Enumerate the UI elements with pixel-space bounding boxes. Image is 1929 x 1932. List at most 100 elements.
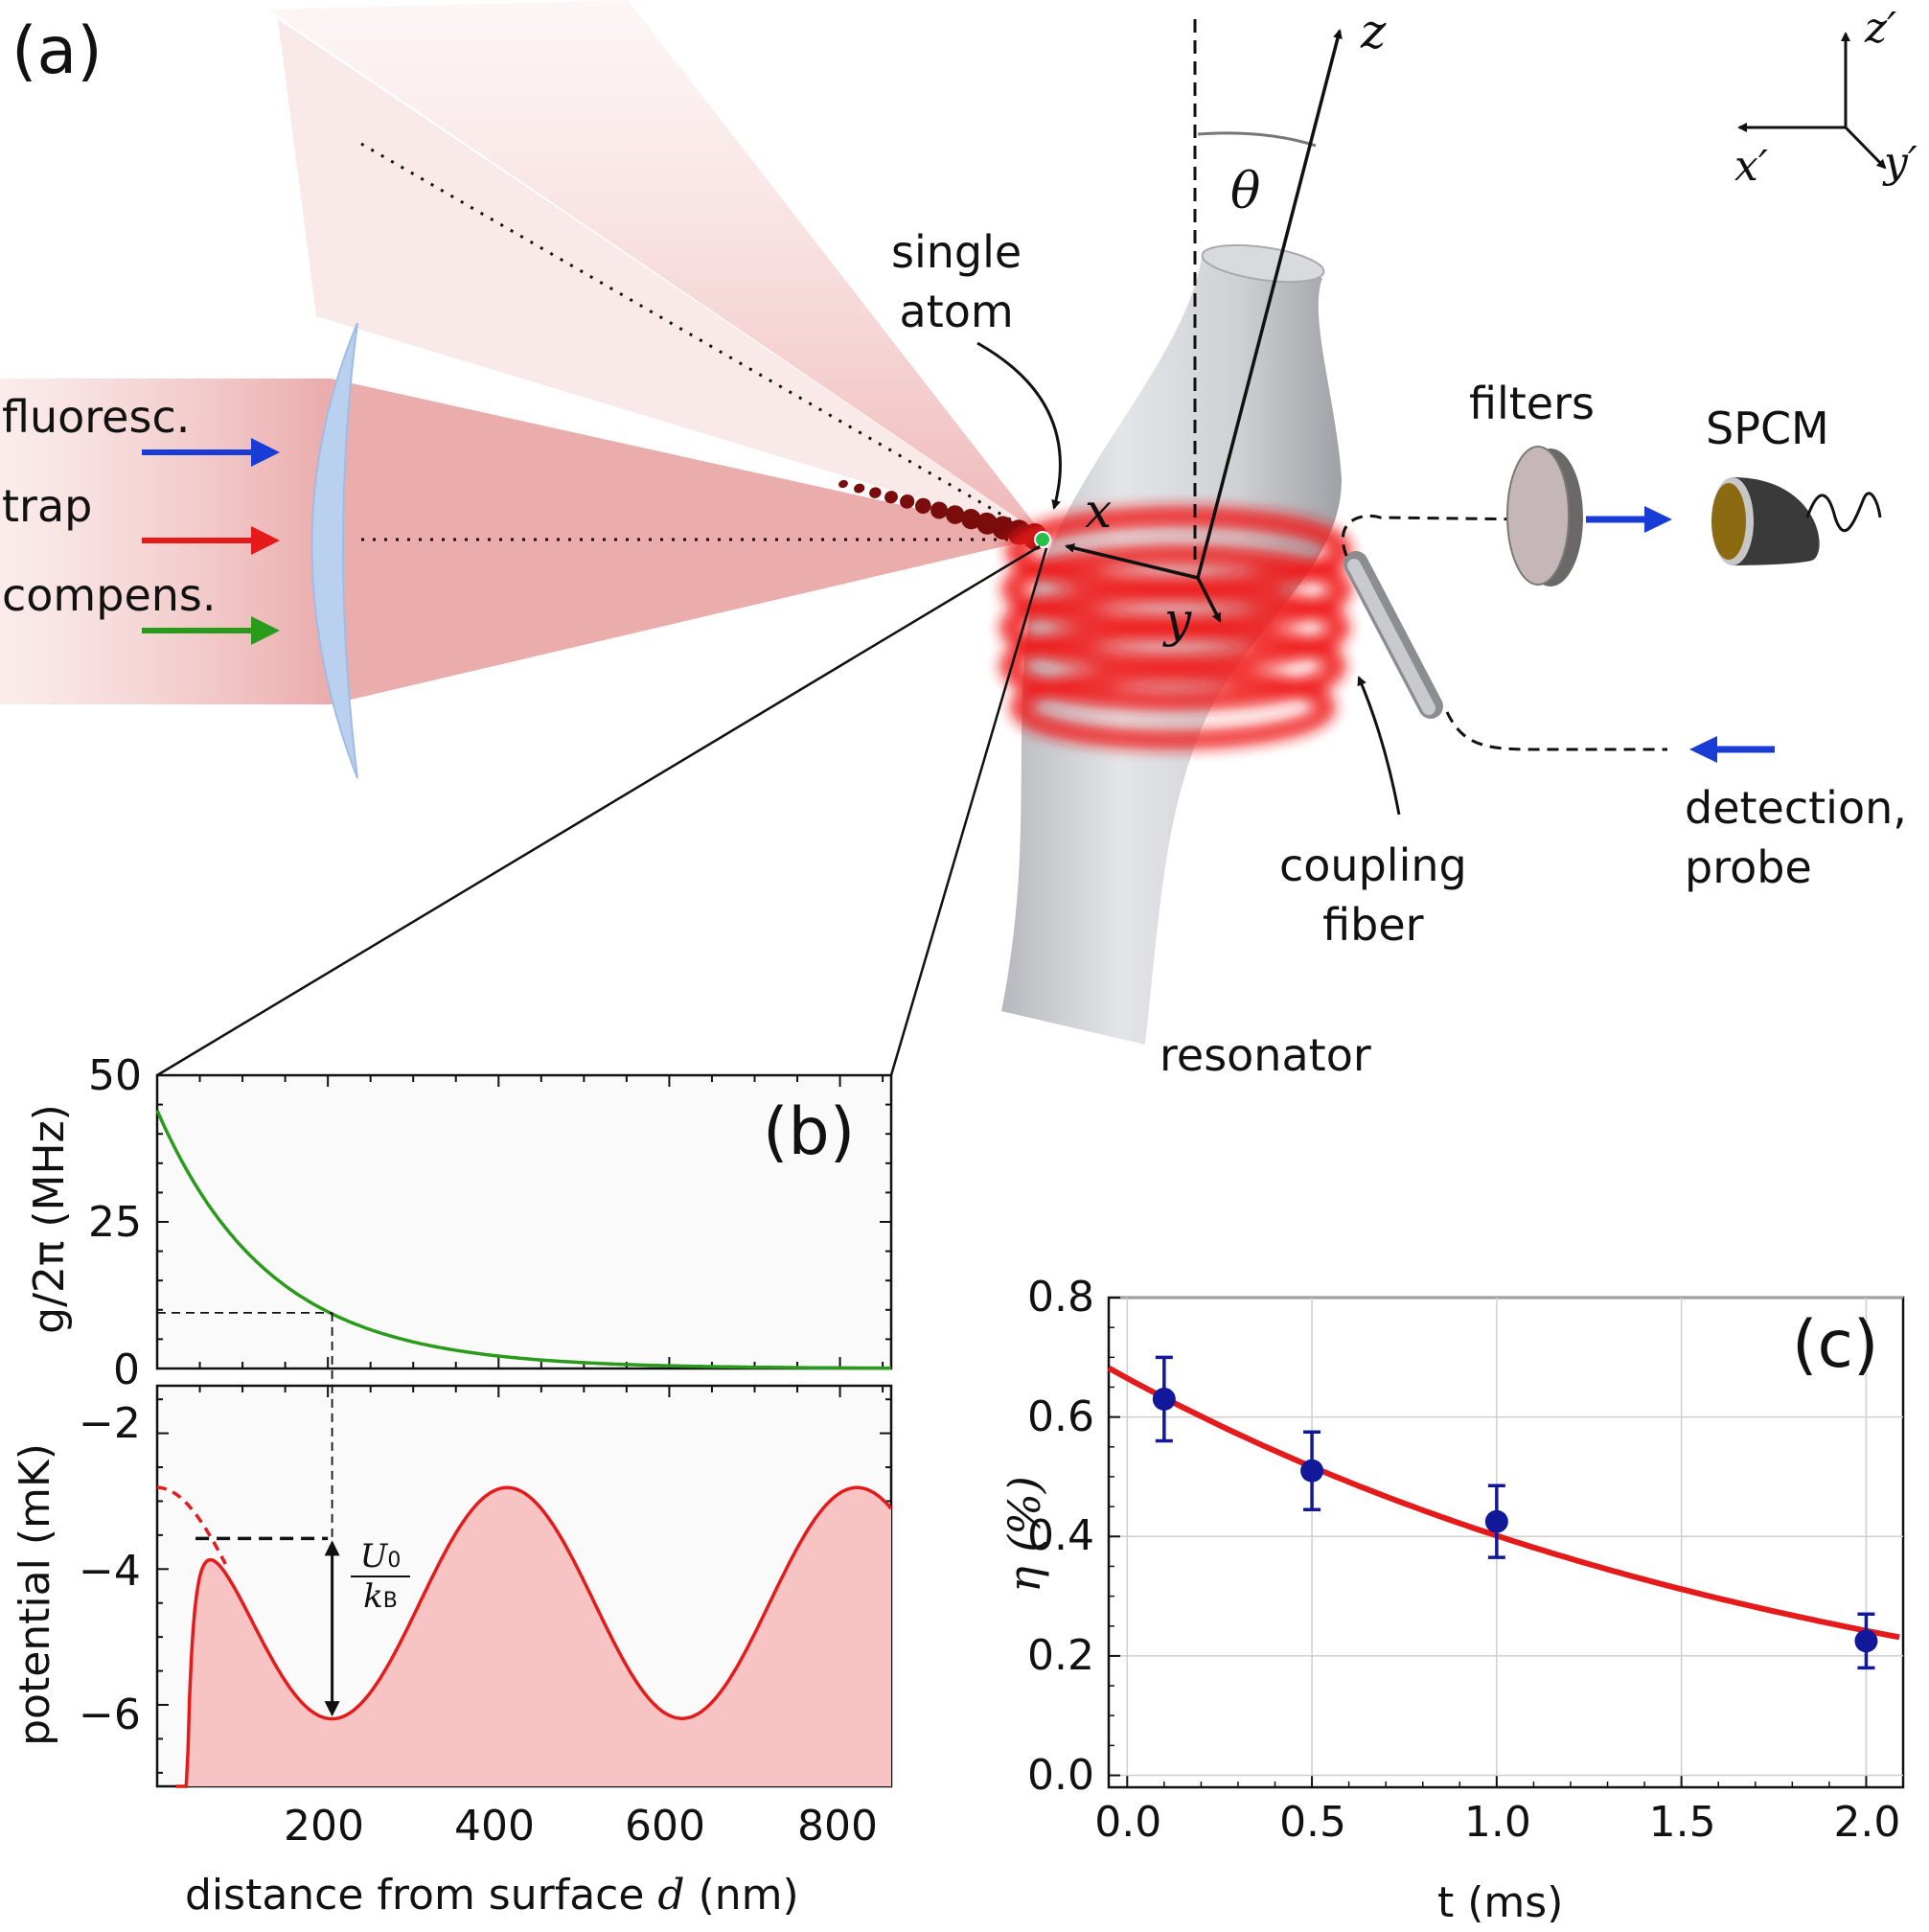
b-top-ylabel: g/2π (MHz) (25, 1104, 74, 1334)
y-axis-arrow (1196, 577, 1222, 623)
x-prime-label: x′ (1734, 142, 1768, 191)
lab-frame-axes (1737, 32, 1887, 170)
potential-fill (175, 1487, 892, 1786)
c-xtick: 1.5 (1648, 1798, 1716, 1847)
z-prime-label: z′ (1865, 4, 1897, 53)
lattice-site (900, 494, 915, 509)
fiber-output-dashed (1341, 514, 1534, 557)
spcm-label: SPCM (1706, 402, 1829, 454)
lattice-site (960, 509, 981, 530)
trap-label: trap (2, 480, 93, 532)
x-axis-label: x (1085, 483, 1113, 539)
panel-a-illustration (0, 0, 1887, 1077)
panel-a-label: (a) (11, 13, 103, 89)
c-data-point (1484, 1509, 1508, 1533)
b-bottom-ylabel: potential (mK) (11, 1443, 59, 1746)
fiber-input-dashed (1445, 711, 1667, 751)
c-xtick: 2.0 (1833, 1798, 1901, 1847)
focused-beam-cone (331, 379, 1045, 704)
trap-depth-annotation: U0 kB (347, 1540, 414, 1613)
lattice-site (838, 479, 848, 489)
detection-probe-label: detection, probe (1685, 782, 1907, 894)
b-xtick-200: 200 (284, 1802, 364, 1851)
panel-b-chart (155, 1073, 893, 1788)
b-xlabel-var: d (657, 1871, 685, 1920)
b-bottom-ytick-m2: −2 (79, 1399, 141, 1448)
kb-subscript: B (382, 1589, 398, 1613)
c-ytick: 0.8 (1027, 1273, 1094, 1322)
lattice-site (915, 497, 931, 515)
lattice-site (854, 483, 865, 494)
b-xtick-400: 400 (454, 1802, 535, 1851)
fluorescence-arrow (142, 438, 280, 467)
b-bottom-ytick-m4: −4 (79, 1547, 141, 1596)
c-ylabel: η (%) (999, 1476, 1050, 1593)
z-axis-label: z (1361, 4, 1387, 59)
lattice-site (884, 491, 898, 504)
trap-arrow (142, 526, 280, 555)
zoom-line-right (889, 547, 1048, 1076)
single-atom-pointer (976, 341, 1062, 510)
b-xlabel-prefix: distance from surface (185, 1871, 658, 1920)
b-xtick-800: 800 (797, 1802, 878, 1851)
b-xtick-600: 600 (625, 1802, 705, 1851)
filters-label: filters (1469, 378, 1595, 429)
compensation-label: compens. (2, 569, 217, 621)
potential-curve-dashed (157, 1485, 227, 1565)
y-axis-label: y (1164, 592, 1192, 648)
coupling-fiber-label: coupling fiber (1279, 840, 1467, 952)
c-xtick: 0.0 (1094, 1798, 1162, 1847)
theta-arc (1197, 131, 1317, 148)
fluorescence-label: fluoresc. (2, 391, 191, 443)
signal-arrow (1586, 506, 1672, 533)
fluorescence-fan-inner (278, 19, 1045, 537)
z-axis-arrow (1196, 29, 1343, 579)
y-prime-label: y′ (1884, 138, 1918, 187)
fit-curve (1107, 1365, 1900, 1641)
c-xlabel: t (ms) (1437, 1878, 1564, 1927)
dotted-line-collection (360, 142, 1041, 539)
resonator (1001, 243, 1342, 1045)
b-top-ytick-25: 25 (88, 1198, 142, 1247)
b-top-ytick-50: 50 (88, 1051, 142, 1100)
resonator-top-face (1201, 243, 1325, 284)
filter-disk (1506, 446, 1583, 586)
panel-b-label: (b) (763, 1094, 856, 1170)
u0-subscript: 0 (387, 1549, 402, 1573)
lens (310, 322, 358, 779)
c-ytick: 0.6 (1027, 1392, 1094, 1441)
single-atom-dot (1034, 531, 1051, 548)
resonator-label: resonator (1160, 1029, 1371, 1081)
c-ytick: 0.0 (1027, 1750, 1094, 1800)
u0-symbol: U (359, 1537, 388, 1576)
trap-depth-arrow (324, 1540, 340, 1717)
c-data-point (1854, 1629, 1878, 1653)
panel-c-frame (1107, 1296, 1905, 1789)
c-ytick: 0.4 (1027, 1511, 1094, 1561)
single-atom-label: single atom (891, 226, 1022, 338)
lattice-site (869, 487, 882, 498)
spcm-detector (1711, 477, 1882, 565)
lattice-site (930, 501, 948, 519)
panel-c-label: (c) (1792, 1307, 1879, 1383)
b-bottom-ytick-m6: −6 (79, 1690, 141, 1739)
resonator-body (1001, 251, 1342, 1045)
coupling-curve (155, 1109, 891, 1370)
coupling-fiber (1343, 551, 1443, 719)
panel-c-chart (1107, 1296, 1905, 1789)
probe-input-arrow (1689, 736, 1775, 763)
whispering-gallery-mode (999, 506, 1352, 749)
b-top-ytick-0: 0 (113, 1346, 140, 1394)
potential-curve (175, 1485, 893, 1788)
c-data-point (1300, 1459, 1324, 1483)
coupling-fiber-pointer (1357, 676, 1401, 816)
b-xlabel-suffix: (nm) (684, 1871, 799, 1920)
compensation-arrow (142, 616, 280, 645)
x-axis-arrow (1065, 543, 1199, 580)
theta-label: θ (1230, 163, 1261, 220)
c-data-point (1152, 1387, 1176, 1411)
c-ytick: 0.2 (1027, 1630, 1094, 1680)
c-xtick: 0.5 (1279, 1798, 1347, 1847)
zoom-line-left (156, 544, 1041, 1077)
